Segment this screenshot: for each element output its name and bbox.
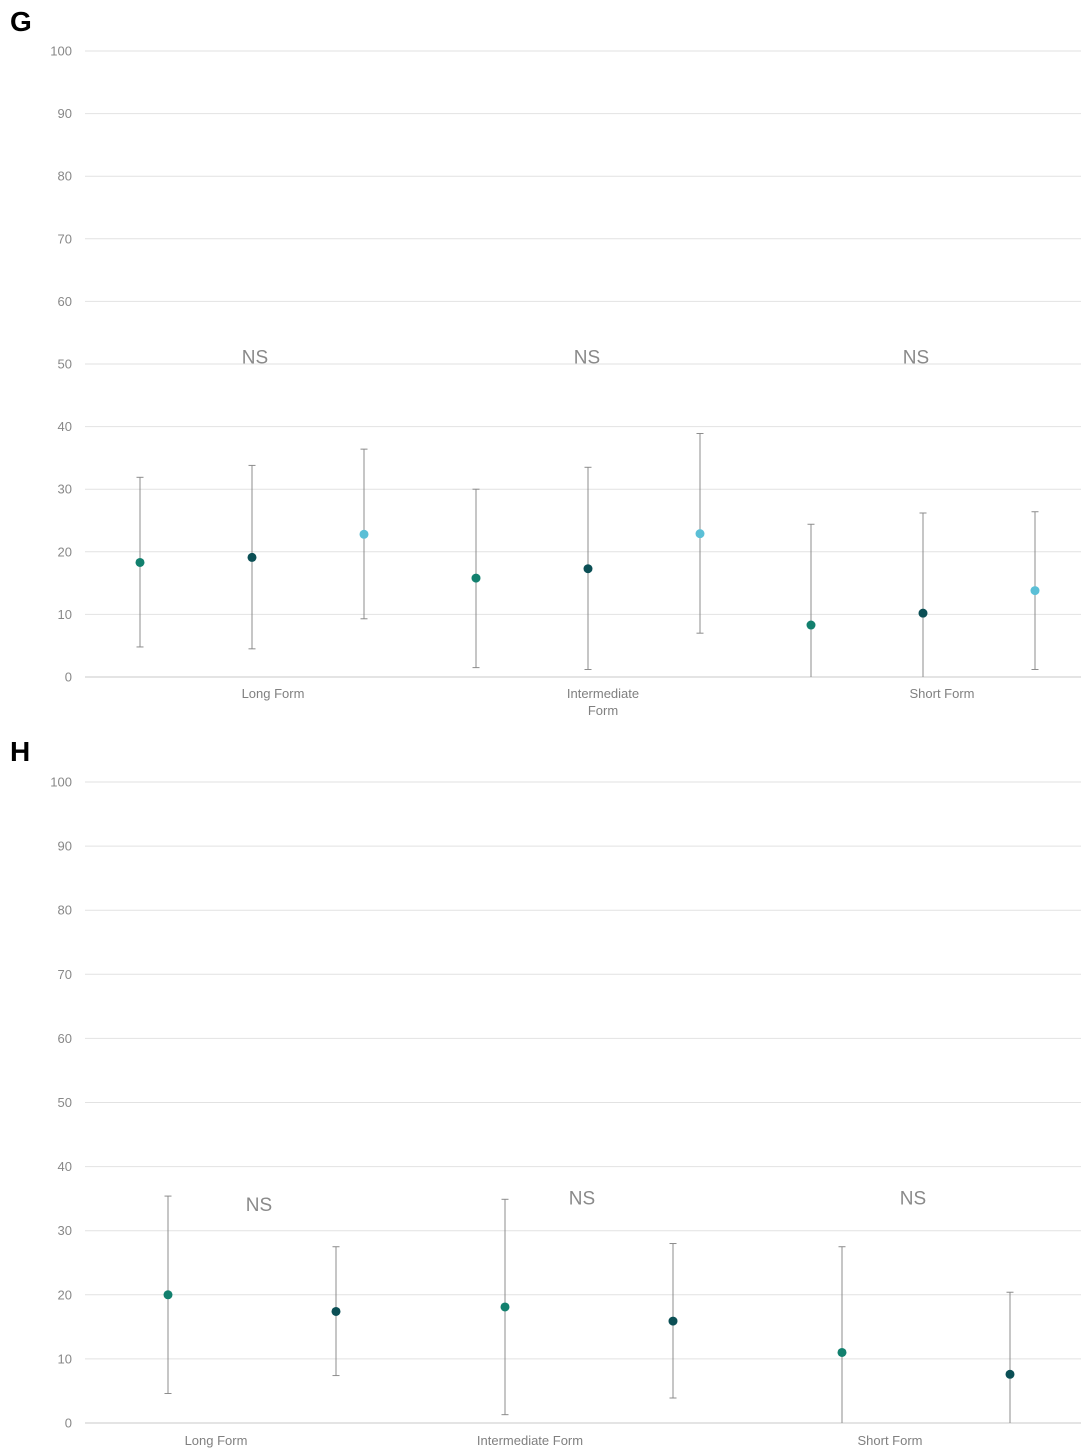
- x-category-label: Intermediate Form: [477, 1433, 583, 1448]
- y-tick-label: 30: [58, 1223, 72, 1238]
- y-tick-label: 50: [58, 357, 72, 372]
- data-point: [359, 529, 369, 539]
- y-tick-label: 90: [58, 839, 72, 854]
- data-point: [1030, 586, 1040, 596]
- y-tick-label: 20: [58, 544, 72, 559]
- y-tick-label: 40: [58, 1159, 72, 1174]
- chart-g-plot: 0 10 20 30 40 50 60 70 80 90 100 Long Form Intermedi…: [50, 44, 1081, 718]
- y-tick-label: 90: [58, 106, 72, 121]
- chart-panel-h: H 0 10 20 30 40 50 60 70 80 90 100 Long Form Interme…: [0, 730, 1081, 1449]
- x-category-label: Long Form: [185, 1433, 248, 1448]
- data-point: [163, 1290, 173, 1300]
- y-tick-label: 50: [58, 1095, 72, 1110]
- data-point: [500, 1302, 510, 1312]
- chart-panel-g: G 0 10 20 30 40 50 60 70 80 90 100 Long Form Interme…: [10, 6, 1081, 718]
- y-tick-label: 80: [58, 169, 72, 184]
- data-point: [837, 1347, 847, 1357]
- y-tick-label: 70: [58, 231, 72, 246]
- x-category-label: Long Form: [242, 686, 305, 701]
- y-tick-label: 10: [58, 607, 72, 622]
- y-tick-label: 30: [58, 482, 72, 497]
- x-category-label: Short Form: [909, 686, 974, 701]
- data-point: [695, 529, 705, 539]
- y-tick-label: 60: [58, 294, 72, 309]
- y-tick-label: 0: [65, 1416, 72, 1431]
- data-point: [1005, 1369, 1015, 1379]
- ns-annotation: NS: [574, 348, 600, 369]
- y-tick-label: 100: [50, 44, 72, 59]
- ns-annotation: NS: [242, 348, 268, 369]
- data-point: [668, 1316, 678, 1326]
- y-tick-label: 0: [65, 670, 72, 685]
- data-point: [583, 564, 593, 574]
- x-category-label: Form: [588, 703, 618, 718]
- data-point: [806, 620, 816, 630]
- panel-label-g: G: [10, 6, 32, 37]
- x-category-label: Short Form: [857, 1433, 922, 1448]
- data-point: [247, 552, 257, 562]
- data-point: [331, 1306, 341, 1316]
- x-category-label: Intermediate: [567, 686, 639, 701]
- ns-annotation: NS: [246, 1195, 272, 1216]
- y-tick-label: 60: [58, 1031, 72, 1046]
- ns-annotation: NS: [903, 348, 929, 369]
- y-tick-label: 100: [50, 775, 72, 790]
- y-tick-label: 40: [58, 419, 72, 434]
- data-point: [471, 573, 481, 583]
- y-tick-label: 80: [58, 903, 72, 918]
- ns-annotation: NS: [569, 1189, 595, 1210]
- y-tick-label: 20: [58, 1287, 72, 1302]
- y-tick-label: 10: [58, 1351, 72, 1366]
- ns-annotation: NS: [900, 1189, 926, 1210]
- chart-h-plot: 0 10 20 30 40 50 60 70 80 90 100 Long Form Intermedi…: [50, 775, 1081, 1448]
- panel-label-h: H: [10, 736, 31, 767]
- y-tick-label: 70: [58, 967, 72, 982]
- data-point: [135, 557, 145, 567]
- data-point: [918, 608, 928, 618]
